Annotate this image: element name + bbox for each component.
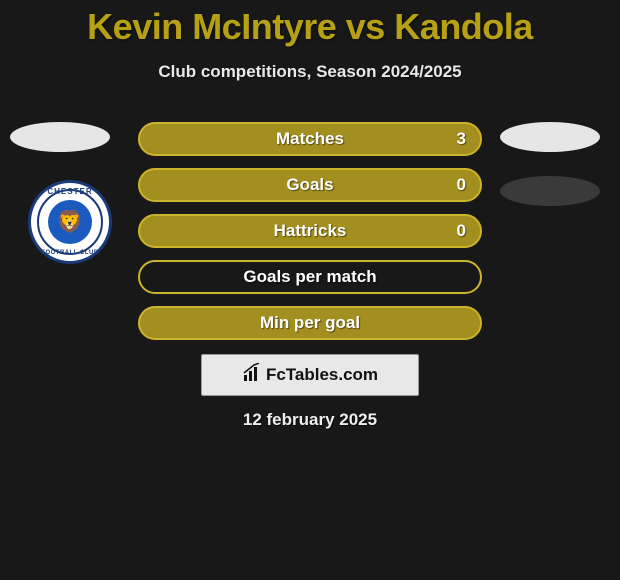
- stat-bar-value: 0: [457, 221, 466, 241]
- stat-bar-label: Goals: [286, 175, 333, 195]
- badge-bottom-text: FOOTBALL CLUB: [31, 250, 109, 256]
- stat-bar: Goals 0: [138, 168, 482, 202]
- right-placeholder-oval-2: [500, 176, 600, 206]
- stat-bar: Matches 3: [138, 122, 482, 156]
- lion-icon: 🦁: [56, 211, 83, 233]
- stat-bar: Hattricks 0: [138, 214, 482, 248]
- stat-bar-value: 3: [457, 129, 466, 149]
- date-label: 12 february 2025: [0, 410, 620, 430]
- stat-bar-label: Matches: [276, 129, 344, 149]
- brand-box[interactable]: FcTables.com: [201, 354, 419, 396]
- stat-bar-value: 0: [457, 175, 466, 195]
- badge-top-text: CHESTER: [31, 187, 109, 196]
- club-badge: CHESTER 🦁 FOOTBALL CLUB: [28, 180, 112, 264]
- left-placeholder-oval-1: [10, 122, 110, 152]
- stat-bar-label: Hattricks: [274, 221, 347, 241]
- stat-bar-label: Min per goal: [260, 313, 360, 333]
- stat-bar: Goals per match: [138, 260, 482, 294]
- stat-bar: Min per goal: [138, 306, 482, 340]
- badge-center: 🦁: [48, 200, 92, 244]
- brand-text: FcTables.com: [266, 365, 378, 385]
- chart-icon: [242, 363, 262, 388]
- page-title: Kevin McIntyre vs Kandola: [0, 0, 620, 48]
- stat-bar-label: Goals per match: [243, 267, 376, 287]
- stat-bars: Matches 3 Goals 0 Hattricks 0 Goals per match M…: [138, 122, 482, 352]
- right-placeholder-oval-1: [500, 122, 600, 152]
- page-subtitle: Club competitions, Season 2024/2025: [0, 62, 620, 82]
